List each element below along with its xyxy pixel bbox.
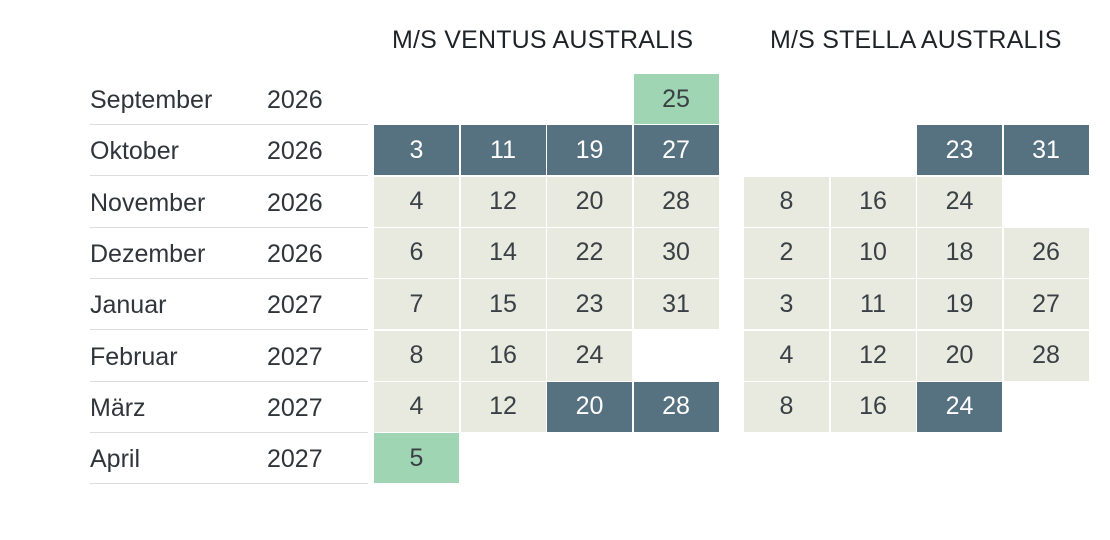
departure-date-cell-ventus: 8: [374, 330, 459, 381]
departure-date-cell-stella: 24: [917, 381, 1002, 432]
departure-date-cell-ventus: 4: [374, 381, 459, 432]
departure-date-cell-ventus: 20: [547, 381, 632, 432]
row-label: Februar 2027: [90, 331, 368, 382]
month-label: Dezember: [90, 239, 206, 268]
month-label: April: [90, 445, 141, 474]
departure-date-cell-ventus: 15: [460, 279, 546, 330]
departure-date-cell-ventus: 20: [547, 176, 632, 227]
row-label: Januar 2027: [90, 279, 368, 331]
month-label: Oktober: [90, 137, 179, 166]
month-label: Januar: [90, 291, 167, 320]
departure-date-cell-ventus: 12: [460, 176, 546, 227]
departure-date-cell-ventus: 22: [547, 227, 632, 278]
departure-date-cell-stella: 28: [1003, 330, 1089, 381]
month-label: November: [90, 188, 206, 217]
year-label: 2027: [267, 342, 323, 371]
departure-date-cell-ventus: 30: [633, 227, 719, 278]
departure-date-cell-ventus: 28: [633, 176, 719, 227]
year-label: 2027: [267, 445, 323, 474]
departure-date-cell-ventus: 4: [374, 176, 459, 227]
departure-date-cell-stella: 16: [830, 176, 916, 227]
departure-date-cell-stella: 24: [917, 176, 1002, 227]
row-label: Oktober 2026: [90, 125, 368, 177]
departure-date-cell-ventus: 19: [547, 125, 632, 176]
row-label: November 2026: [90, 177, 368, 228]
departure-date-cell-stella: 2: [744, 227, 829, 278]
row-label: Dezember 2026: [90, 228, 368, 279]
departure-date-cell-stella: 16: [830, 381, 916, 432]
departure-date-cell-ventus: 23: [547, 279, 632, 330]
row-label: April 2027: [90, 433, 368, 485]
departure-date-cell-ventus: 16: [460, 330, 546, 381]
departure-date-cell-ventus: 6: [374, 227, 459, 278]
year-label: 2026: [267, 239, 323, 268]
year-label: 2027: [267, 393, 323, 422]
departure-date-cell-stella: 11: [830, 279, 916, 330]
year-label: 2026: [267, 137, 323, 166]
departure-date-cell-stella: 10: [830, 227, 916, 278]
departure-date-cell-stella: 26: [1003, 227, 1089, 278]
month-label: Februar: [90, 342, 178, 371]
departure-date-cell-ventus: 3: [374, 125, 459, 176]
departure-date-cell-stella: 8: [744, 381, 829, 432]
departure-date-cell-stella: 3: [744, 279, 829, 330]
departure-date-cell-stella: 18: [917, 227, 1002, 278]
departure-date-cell-stella: 31: [1003, 125, 1089, 176]
departure-date-cell-stella: 27: [1003, 279, 1089, 330]
departure-date-cell-stella: 4: [744, 330, 829, 381]
year-label: 2027: [267, 291, 323, 320]
departure-date-cell-ventus: 5: [374, 433, 459, 484]
departure-date-cell-ventus: 27: [633, 125, 719, 176]
departure-date-cell-ventus: 11: [460, 125, 546, 176]
departure-date-cell-ventus: 12: [460, 381, 546, 432]
departure-date-cell-stella: 23: [917, 125, 1002, 176]
ship-header-ventus-australis: M/S VENTUS AUSTRALIS: [392, 26, 694, 54]
departure-date-cell-stella: 12: [830, 330, 916, 381]
departure-date-cell-ventus: 7: [374, 279, 459, 330]
row-label: September 2026: [90, 74, 368, 125]
month-label: März: [90, 393, 146, 422]
departure-date-cell-stella: 8: [744, 176, 829, 227]
departure-date-cell-stella: 19: [917, 279, 1002, 330]
year-label: 2026: [267, 86, 323, 114]
row-label: März 2027: [90, 382, 368, 433]
departure-date-cell-ventus: 28: [633, 381, 719, 432]
departure-date-cell-ventus: 24: [547, 330, 632, 381]
departure-date-cell-ventus: 31: [633, 279, 719, 330]
departure-date-cell-stella: 20: [917, 330, 1002, 381]
ship-header-stella-australis: M/S STELLA AUSTRALIS: [770, 26, 1062, 54]
departure-date-cell-ventus: 14: [460, 227, 546, 278]
departure-date-cell-ventus: 25: [633, 74, 719, 124]
month-label: September: [90, 86, 213, 114]
year-label: 2026: [267, 188, 323, 217]
